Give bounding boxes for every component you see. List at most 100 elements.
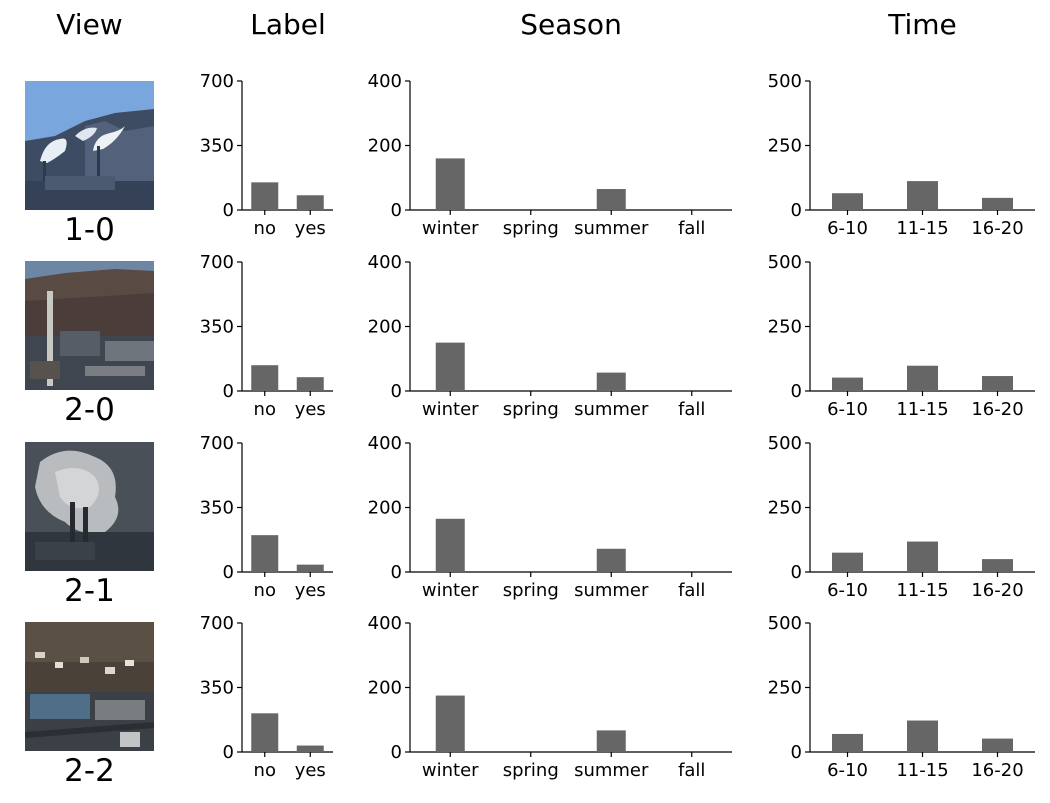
x-tick-label: 16-20 <box>971 399 1023 420</box>
y-tick-label: 500 <box>768 71 802 92</box>
x-tick-label: yes <box>295 580 326 601</box>
bar-16-20 <box>982 197 1013 210</box>
bar-winter <box>435 342 465 391</box>
x-tick-label: summer <box>574 218 649 239</box>
y-tick-label: 700 <box>200 252 234 273</box>
x-tick-label: no <box>254 760 276 781</box>
bar-11-15 <box>907 541 938 572</box>
bar-yes <box>296 564 324 572</box>
chart-season-2-2: 0 200 400 winter spring summer fall <box>368 613 732 781</box>
x-tick-label: summer <box>574 580 649 601</box>
y-tick-label: 0 <box>391 381 402 402</box>
bar-16-20 <box>982 376 1013 391</box>
bar-yes <box>296 377 324 391</box>
y-tick-label: 0 <box>391 742 402 763</box>
x-tick-label: fall <box>678 580 705 601</box>
view-image-2-2 <box>25 622 154 751</box>
y-tick-label: 0 <box>391 562 402 583</box>
view-label-2-1: 2-1 <box>64 573 115 609</box>
view-label-2-0: 2-0 <box>64 392 115 428</box>
view-image-2-1 <box>25 442 154 571</box>
chart-season-1-0: 0 200 400 winter spring summer fall <box>368 71 732 239</box>
y-tick-label: 200 <box>368 317 402 338</box>
y-tick-label: 250 <box>768 136 802 157</box>
bar-no <box>251 535 279 572</box>
y-tick-label: 350 <box>200 136 234 157</box>
y-tick-label: 500 <box>768 433 802 454</box>
x-tick-label: yes <box>295 399 326 420</box>
chart-time-2-2: 0 250 500 6-10 11-15 16-20 <box>768 613 1035 781</box>
y-tick-label: 250 <box>768 678 802 699</box>
y-tick-label: 250 <box>768 498 802 519</box>
x-tick-label: no <box>254 218 276 239</box>
chart-label-2-0: 0 350 700 no yes <box>200 252 333 420</box>
x-tick-label: yes <box>295 218 326 239</box>
chart-time-2-0: 0 250 500 6-10 11-15 16-20 <box>768 252 1035 420</box>
y-tick-label: 400 <box>368 71 402 92</box>
bar-summer <box>596 730 626 752</box>
x-tick-label: fall <box>678 218 705 239</box>
chart-label-2-1: 0 350 700 no yes <box>200 433 333 601</box>
chart-season-2-1: 0 200 400 winter spring summer fall <box>368 433 732 601</box>
bar-6-10 <box>832 377 863 391</box>
x-tick-label: winter <box>422 399 479 420</box>
y-tick-label: 350 <box>200 317 234 338</box>
x-tick-label: 16-20 <box>971 580 1023 601</box>
y-tick-label: 0 <box>223 381 234 402</box>
chart-label-1-0: 0 350 700 no yes <box>200 71 333 239</box>
bar-winter <box>435 695 465 752</box>
x-tick-label: no <box>254 580 276 601</box>
bar-winter <box>435 518 465 572</box>
bar-6-10 <box>832 552 863 572</box>
header-time: Time <box>888 8 957 41</box>
bar-11-15 <box>907 181 938 210</box>
y-tick-label: 350 <box>200 498 234 519</box>
bar-summer <box>596 548 626 572</box>
y-tick-label: 400 <box>368 252 402 273</box>
bar-yes <box>296 195 324 210</box>
x-tick-label: 6-10 <box>827 218 868 239</box>
y-tick-label: 700 <box>200 433 234 454</box>
x-tick-label: 11-15 <box>896 399 948 420</box>
x-tick-label: 6-10 <box>827 399 868 420</box>
header-season: Season <box>520 8 622 41</box>
x-tick-label: winter <box>422 218 479 239</box>
x-tick-label: summer <box>574 399 649 420</box>
y-tick-label: 0 <box>791 200 802 221</box>
y-tick-label: 250 <box>768 317 802 338</box>
view-image-1-0 <box>25 81 154 210</box>
x-tick-label: fall <box>678 399 705 420</box>
y-tick-label: 500 <box>768 252 802 273</box>
bar-summer <box>596 189 626 210</box>
y-tick-label: 0 <box>223 200 234 221</box>
y-tick-label: 400 <box>368 613 402 634</box>
y-tick-label: 400 <box>368 433 402 454</box>
x-tick-label: 11-15 <box>896 580 948 601</box>
y-tick-label: 700 <box>200 71 234 92</box>
x-tick-label: 11-15 <box>896 218 948 239</box>
chart-season-2-0: 0 200 400 winter spring summer fall <box>368 252 732 420</box>
bar-6-10 <box>832 733 863 752</box>
y-tick-label: 200 <box>368 678 402 699</box>
y-tick-label: 200 <box>368 498 402 519</box>
x-tick-label: yes <box>295 760 326 781</box>
x-tick-label: winter <box>422 760 479 781</box>
x-tick-label: winter <box>422 580 479 601</box>
x-tick-label: spring <box>503 218 559 239</box>
y-tick-label: 0 <box>391 200 402 221</box>
y-tick-label: 0 <box>223 562 234 583</box>
bar-no <box>251 182 279 210</box>
view-image-2-0 <box>25 261 154 390</box>
bar-6-10 <box>832 193 863 210</box>
chart-label-2-2: 0 350 700 no yes <box>200 613 333 781</box>
chart-time-2-1: 0 250 500 6-10 11-15 16-20 <box>768 433 1035 601</box>
x-tick-label: 6-10 <box>827 580 868 601</box>
x-tick-label: spring <box>503 760 559 781</box>
header-view: View <box>56 8 123 41</box>
bar-11-15 <box>907 720 938 752</box>
x-tick-label: fall <box>678 760 705 781</box>
y-tick-label: 0 <box>223 742 234 763</box>
chart-time-1-0: 0 250 500 6-10 11-15 16-20 <box>768 71 1035 239</box>
bar-16-20 <box>982 559 1013 572</box>
